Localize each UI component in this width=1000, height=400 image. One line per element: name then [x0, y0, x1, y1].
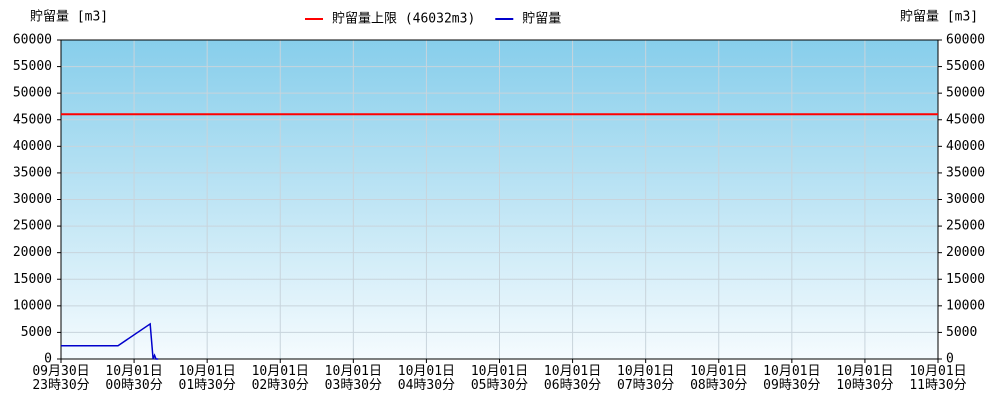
plot-frame	[60, 39, 939, 360]
x-tick-label: 10月01日 10時30分	[836, 364, 893, 393]
x-tick-label: 09月30日 23時30分	[32, 364, 89, 393]
y2-tick-label: 15000	[946, 272, 985, 287]
y-axis-title: 貯留量 [m3]	[30, 10, 108, 25]
y-tick-label: 60000	[13, 33, 52, 48]
x-tick-label: 10月01日 02時30分	[252, 364, 309, 393]
y-tick-label: 0	[44, 352, 52, 367]
x-tick-label: 10月01日 04時30分	[398, 364, 455, 393]
y2-tick-label: 10000	[946, 298, 985, 313]
y-tick-label: 25000	[13, 219, 52, 234]
y-tick-label: 15000	[13, 272, 52, 287]
y2-tick-label: 0	[946, 352, 954, 367]
y-tick-label: 10000	[13, 298, 52, 313]
y2-tick-label: 35000	[946, 165, 985, 180]
legend-label: 貯留量	[522, 12, 561, 27]
y2-tick-label: 50000	[946, 86, 985, 101]
y2-tick-label: 25000	[946, 219, 985, 234]
y-tick-label: 5000	[21, 325, 52, 340]
y-tick-label: 55000	[13, 59, 52, 74]
x-tick-label: 10月01日 00時30分	[105, 364, 162, 393]
legend-label: 貯留量上限 (46032m3)	[332, 12, 475, 27]
x-tick-label: 10月01日 08時30分	[690, 364, 747, 393]
x-tick-label: 10月01日 03時30分	[325, 364, 382, 393]
y2-tick-label: 40000	[946, 139, 985, 154]
y2-tick-label: 20000	[946, 245, 985, 260]
x-tick-label: 10月01日 11時30分	[909, 364, 966, 393]
y2-tick-label: 55000	[946, 59, 985, 74]
x-tick-label: 10月01日 05時30分	[471, 364, 528, 393]
y-tick-label: 35000	[13, 165, 52, 180]
y2-tick-label: 60000	[946, 33, 985, 48]
y2-tick-label: 30000	[946, 192, 985, 207]
x-tick-label: 10月01日 07時30分	[617, 364, 674, 393]
x-tick-label: 10月01日 01時30分	[179, 364, 236, 393]
x-tick-label: 10月01日 09時30分	[763, 364, 820, 393]
y-tick-label: 30000	[13, 192, 52, 207]
legend: 貯留量上限 (46032m3) 貯留量	[305, 12, 561, 27]
y2-tick-label: 5000	[946, 325, 977, 340]
y2-axis-title: 貯留量 [m3]	[900, 10, 978, 25]
x-tick-label: 10月01日 06時30分	[544, 364, 601, 393]
y-tick-label: 40000	[13, 139, 52, 154]
y-tick-label: 20000	[13, 245, 52, 260]
y2-tick-label: 45000	[946, 112, 985, 127]
y-tick-label: 45000	[13, 112, 52, 127]
series-line	[61, 322, 159, 360]
y-tick-label: 50000	[13, 86, 52, 101]
